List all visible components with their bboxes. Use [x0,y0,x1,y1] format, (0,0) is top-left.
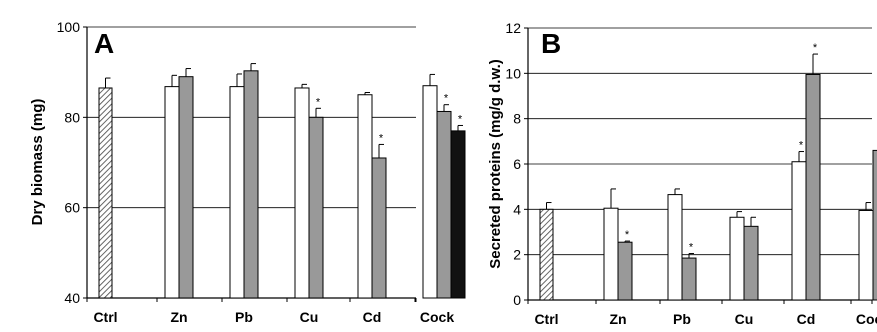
category-label: Cd [363,309,382,325]
bar-cock-black [450,130,466,299]
bar-cu-gray [743,225,759,301]
category-label: Cock [856,311,877,327]
bar-cd-white [791,161,807,301]
bar-zn-white [603,207,619,301]
category-label: Pb [235,309,253,325]
y-axis-label: Dry biomass (mg) [29,99,46,226]
bar-zn-gray [617,241,633,301]
panel-label: A [94,28,114,59]
bar-ctrl-hatched [539,208,554,301]
category-label: Cd [797,311,816,327]
category-label: Zn [170,309,187,325]
significance-marker: * [799,140,804,152]
bar-pb-white [667,194,683,301]
significance-marker: * [458,113,463,125]
bar-cock-white [422,85,438,299]
significance-marker: * [813,42,818,54]
bar-pb-gray [243,70,259,299]
significance-marker: * [316,96,321,108]
bar-cd-gray [371,157,387,299]
y-axis-label: Secreted proteins (mg/g d.w.) [487,59,504,268]
y-tick-label: 2 [513,247,521,263]
bar-ctrl-hatched [98,87,113,299]
significance-marker: * [444,93,449,105]
bar-zn-gray [178,76,194,299]
bar-zn-white [164,86,180,299]
bar-pb-white [229,86,245,299]
y-tick-label: 80 [64,109,80,125]
y-tick-label: 100 [57,19,81,35]
bar-cd-gray [805,73,821,301]
y-tick-label: 8 [513,111,521,127]
bar-cock-gray [872,149,877,301]
category-label: Pb [673,311,691,327]
bar-cock-white [858,209,874,301]
category-label: Ctrl [534,311,558,327]
y-tick-label: 40 [64,290,80,306]
significance-marker: * [379,132,384,144]
bar-cu-white [294,87,310,299]
y-tick-label: 4 [513,201,521,217]
category-label: Ctrl [93,309,117,325]
category-label: Cock [420,309,454,325]
category-label: Zn [609,311,626,327]
y-tick-label: 10 [505,65,521,81]
chart-panel-a: Dry biomass (mg) A 40 60 80 100 Ctrl Zn Pb Cu Cd… [29,19,466,325]
y-tick-label: 60 [64,200,80,216]
chart-panel-b: Secreted proteins (mg/g d.w.) B 0 2 4 6 8 10 1… [487,20,877,327]
bar-cd-white [357,94,373,299]
y-tick-label: 6 [513,156,521,172]
bar-pb-gray [681,257,697,301]
category-label: Cu [300,309,319,325]
bar-cock-gray [436,110,452,299]
significance-marker: * [689,242,694,254]
y-tick-label: 0 [513,292,521,308]
y-tick-label: 12 [505,20,521,36]
bar-cu-white [729,216,745,301]
bar-cu-gray [308,116,324,299]
category-label: Cu [735,311,754,327]
panel-label: B [541,28,561,59]
significance-marker: * [625,229,630,241]
